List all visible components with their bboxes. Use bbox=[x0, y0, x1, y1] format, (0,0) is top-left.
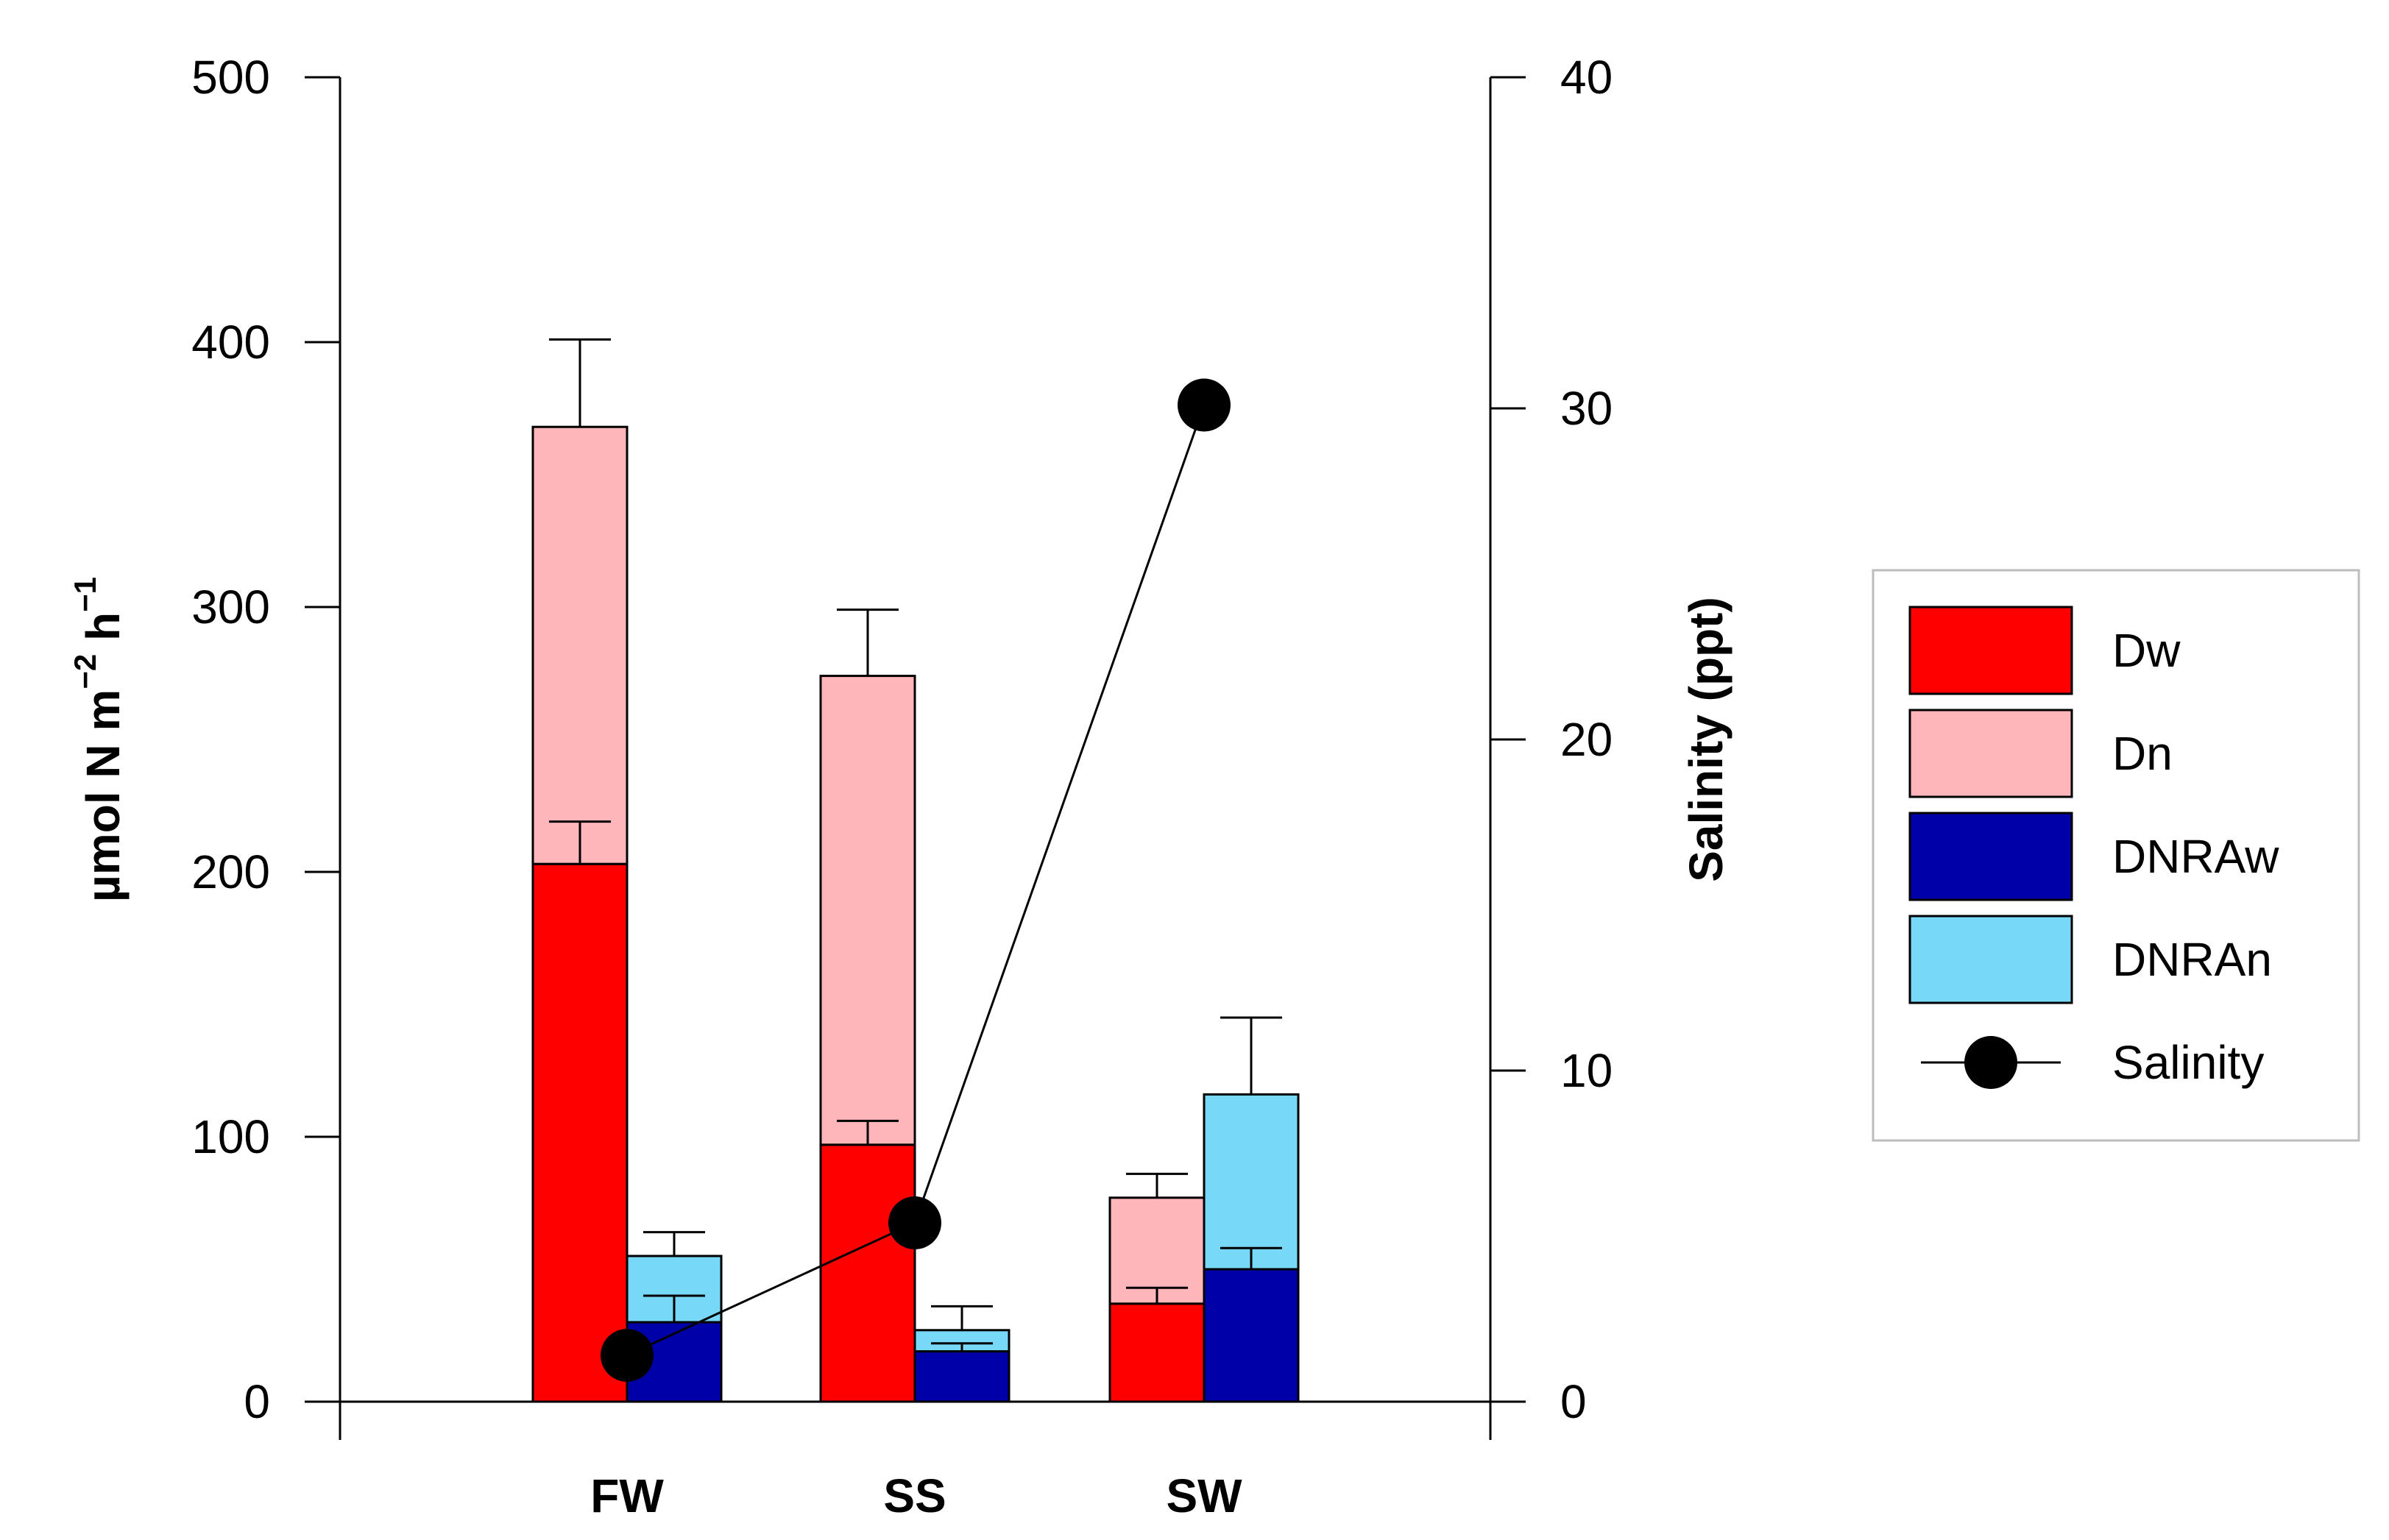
labels: 0 100 200 300 400 500 0 10 20 30 40 FW SS SW µmol N m−… bbox=[68, 51, 1733, 1522]
left-tick-label: 500 bbox=[191, 51, 270, 104]
legend-label-dnraw: DNRAw bbox=[2112, 830, 2279, 883]
legend: Dw Dn DNRAw DNRAn Salinity bbox=[1872, 569, 2360, 1142]
left-tick-label: 400 bbox=[191, 316, 270, 369]
bar-dnraw bbox=[913, 1350, 1011, 1403]
legend-marker-salinity bbox=[1964, 1036, 2017, 1089]
bar-dnran bbox=[1203, 1093, 1300, 1271]
bar-dw bbox=[819, 1143, 916, 1403]
legend-label-dnran: DNRAn bbox=[2112, 933, 2272, 986]
error-bars bbox=[549, 338, 1282, 1352]
left-tick-label: 200 bbox=[191, 845, 270, 898]
category-label: SW bbox=[1166, 1469, 1242, 1522]
legend-swatch-dnraw bbox=[1908, 812, 2073, 901]
right-tick-label: 40 bbox=[1560, 51, 1613, 104]
salinity-line bbox=[601, 378, 1231, 1382]
legend-swatch-dw bbox=[1908, 606, 2073, 695]
bar-dnraw bbox=[1203, 1268, 1300, 1403]
bar-dw bbox=[1108, 1302, 1206, 1403]
salinity-point bbox=[601, 1329, 654, 1382]
left-tick-label: 0 bbox=[244, 1375, 270, 1428]
legend-label-dn: Dn bbox=[2112, 727, 2173, 780]
right-tick-label: 20 bbox=[1560, 713, 1613, 766]
bar-dw bbox=[531, 862, 629, 1403]
left-tick-label: 300 bbox=[191, 581, 270, 634]
left-axis-title: µmol N m−2 h−1 bbox=[68, 577, 130, 902]
salinity-point bbox=[1178, 378, 1231, 432]
category-label: SS bbox=[883, 1469, 946, 1522]
right-axis-title: Salinity (ppt) bbox=[1680, 597, 1733, 882]
legend-label-salinity: Salinity bbox=[2112, 1036, 2264, 1089]
category-label: FW bbox=[590, 1469, 664, 1522]
bar-dn bbox=[819, 675, 916, 1146]
bars bbox=[531, 425, 1300, 1403]
legend-swatch-dnran bbox=[1908, 915, 2073, 1004]
right-tick-label: 30 bbox=[1560, 382, 1613, 435]
right-tick-label: 0 bbox=[1560, 1375, 1587, 1428]
salinity-point bbox=[888, 1196, 941, 1249]
right-tick-label: 10 bbox=[1560, 1044, 1613, 1097]
legend-swatch-dn bbox=[1908, 709, 2073, 798]
left-tick-label: 100 bbox=[191, 1110, 270, 1163]
legend-label-dw: Dw bbox=[2112, 624, 2181, 677]
bar-dn bbox=[531, 425, 629, 865]
